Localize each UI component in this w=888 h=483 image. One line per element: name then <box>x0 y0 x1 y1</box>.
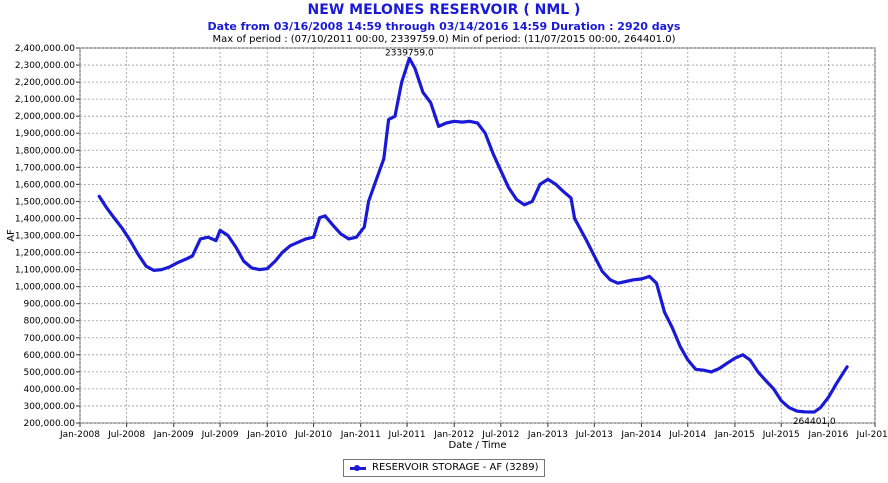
y-tick-label: 1,000,000.00 <box>15 283 75 293</box>
y-tick-label: 1,500,000.00 <box>15 197 75 207</box>
y-tick-label: 2,000,000.00 <box>15 112 75 122</box>
x-tick-label: Jul-2010 <box>294 430 332 440</box>
x-axis-label: Date / Time <box>448 440 506 451</box>
y-tick-label: 1,300,000.00 <box>15 232 75 242</box>
legend-marker <box>354 465 360 471</box>
x-tick-label: Jan-2014 <box>620 430 661 440</box>
y-tick-label: 700,000.00 <box>23 334 75 344</box>
y-tick-label: 2,400,000.00 <box>15 44 75 54</box>
y-tick-label: 500,000.00 <box>23 368 75 378</box>
y-tick-label: 300,000.00 <box>23 402 75 412</box>
min-annotation: 264401.0 <box>793 417 836 427</box>
y-tick-label: 2,100,000.00 <box>15 95 75 105</box>
y-tick-label: 2,300,000.00 <box>15 61 75 71</box>
chart-title: NEW MELONES RESERVOIR ( NML ) <box>307 2 581 18</box>
x-tick-label: Jan-2008 <box>59 430 100 440</box>
y-tick-label: 900,000.00 <box>23 300 75 310</box>
x-tick-label: Jul-2012 <box>481 430 519 440</box>
y-tick-label: 1,200,000.00 <box>15 249 75 259</box>
x-tick-label: Jan-2011 <box>340 430 381 440</box>
y-tick-label: 1,900,000.00 <box>15 129 75 139</box>
x-tick-label: Jan-2012 <box>433 430 474 440</box>
x-tick-label: Jul-2016 <box>855 430 888 440</box>
chart-subtitle: Date from 03/16/2008 14:59 through 03/14… <box>207 20 681 33</box>
x-tick-label: Jul-2009 <box>201 430 239 440</box>
x-tick-label: Jan-2015 <box>714 430 755 440</box>
x-tick-label: Jul-2014 <box>668 430 706 440</box>
x-tick-label: Jul-2008 <box>107 430 145 440</box>
y-tick-label: 1,800,000.00 <box>15 146 75 156</box>
legend-label: RESERVOIR STORAGE - AF (3289) <box>372 462 539 473</box>
x-tick-label: Jan-2016 <box>807 430 848 440</box>
y-tick-label: 200,000.00 <box>23 419 75 429</box>
y-tick-label: 1,700,000.00 <box>15 163 75 173</box>
x-tick-label: Jan-2010 <box>246 430 287 440</box>
x-tick-label: Jul-2013 <box>575 430 613 440</box>
x-tick-label: Jan-2013 <box>527 430 568 440</box>
y-tick-label: 400,000.00 <box>23 385 75 395</box>
y-tick-label: 800,000.00 <box>23 317 75 327</box>
legend: RESERVOIR STORAGE - AF (3289) <box>343 459 545 477</box>
x-tick-label: Jan-2009 <box>153 430 194 440</box>
x-tick-label: Jul-2011 <box>388 430 426 440</box>
y-tick-label: 1,600,000.00 <box>15 180 75 190</box>
y-tick-label: 1,400,000.00 <box>15 214 75 224</box>
y-tick-label: 2,200,000.00 <box>15 78 75 88</box>
y-tick-label: 600,000.00 <box>23 351 75 361</box>
y-tick-label: 1,100,000.00 <box>15 266 75 276</box>
max-annotation: 2339759.0 <box>385 48 434 58</box>
period-summary: Max of period : (07/10/2011 00:00, 23397… <box>212 34 676 45</box>
x-tick-label: Jul-2015 <box>762 430 800 440</box>
y-axis-label: AF <box>6 229 17 242</box>
